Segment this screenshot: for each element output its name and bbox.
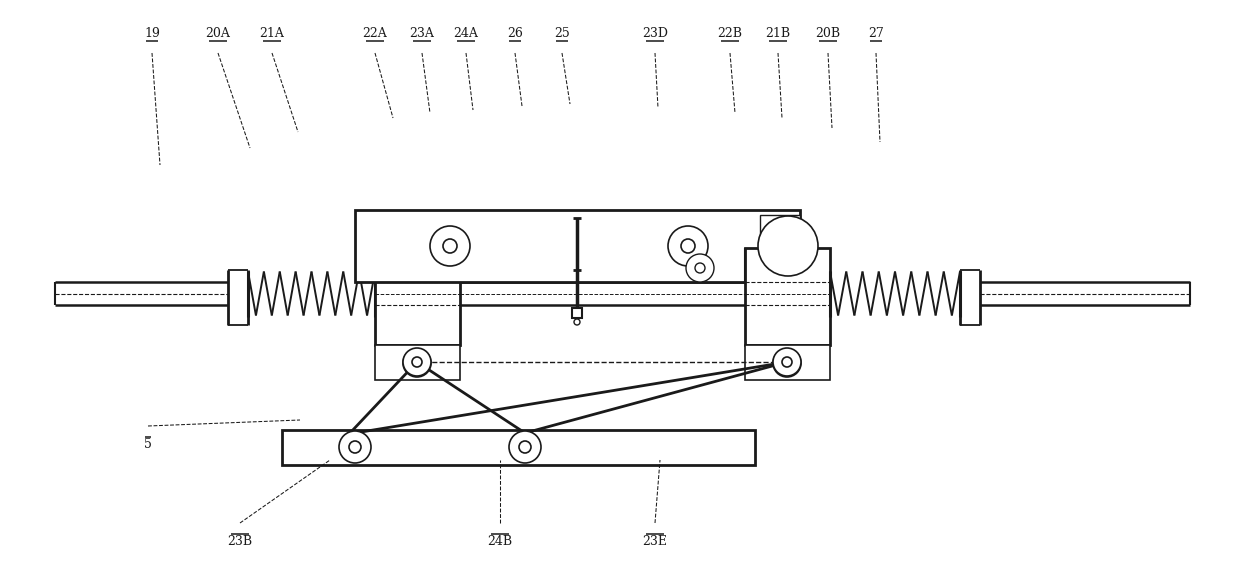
Text: 25: 25 — [554, 27, 570, 40]
Bar — [760, 215, 800, 277]
Bar — [356, 210, 800, 282]
Bar — [375, 345, 460, 380]
Circle shape — [773, 349, 800, 377]
Text: 20B: 20B — [815, 27, 840, 40]
Circle shape — [668, 226, 707, 266]
Text: 20A: 20A — [206, 27, 230, 40]
Circle shape — [403, 348, 431, 376]
Text: 23B: 23B — [228, 535, 253, 548]
Circle shape — [349, 441, 361, 453]
Text: 19: 19 — [144, 27, 160, 40]
Text: 23D: 23D — [642, 27, 668, 40]
Text: 22A: 22A — [363, 27, 388, 40]
Text: 23E: 23E — [643, 535, 668, 548]
Text: 24B: 24B — [487, 535, 513, 548]
Bar — [745, 248, 830, 345]
Circle shape — [509, 431, 541, 463]
Circle shape — [574, 319, 580, 325]
Bar — [375, 248, 460, 345]
Circle shape — [403, 349, 431, 377]
Bar — [572, 308, 582, 318]
Circle shape — [681, 239, 695, 253]
Circle shape — [430, 226, 470, 266]
Text: 24A: 24A — [453, 27, 478, 40]
Circle shape — [782, 358, 792, 368]
Text: 5: 5 — [144, 438, 152, 451]
Circle shape — [758, 216, 818, 276]
Text: 22B: 22B — [717, 27, 742, 40]
Circle shape — [686, 254, 714, 282]
Text: 27: 27 — [869, 27, 883, 40]
Circle shape — [413, 357, 422, 367]
Text: 21B: 21B — [766, 27, 790, 40]
Bar — [745, 345, 830, 380]
Circle shape — [773, 348, 800, 376]
Circle shape — [413, 358, 422, 368]
Bar — [282, 430, 755, 465]
Circle shape — [695, 263, 705, 273]
Circle shape — [444, 239, 457, 253]
Text: 26: 26 — [507, 27, 523, 40]
Circle shape — [339, 431, 370, 463]
Text: 23A: 23A — [410, 27, 435, 40]
Circle shape — [519, 441, 532, 453]
Circle shape — [782, 357, 792, 367]
Text: 21A: 21A — [259, 27, 285, 40]
